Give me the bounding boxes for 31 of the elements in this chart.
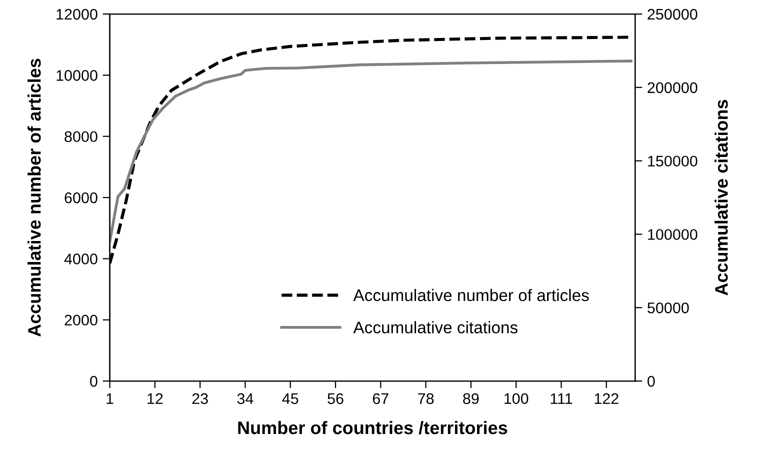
y2-tick-label: 250000 bbox=[648, 8, 698, 20]
x-tick-label: 100 bbox=[504, 393, 528, 404]
legend-label: Accumulative number of articles bbox=[353, 288, 589, 302]
y2-tick-label: 200000 bbox=[648, 82, 698, 94]
y-tick-label: 4000 bbox=[64, 254, 98, 264]
y2-axis-title: Accumulative citations bbox=[714, 100, 728, 296]
legend-label: Accumulative citations bbox=[353, 321, 518, 334]
x-tick-label: 12 bbox=[148, 393, 163, 404]
y2-tick-label: 150000 bbox=[648, 156, 698, 167]
y-tick-label: 10000 bbox=[56, 70, 98, 81]
y-tick-label: 0 bbox=[90, 376, 98, 387]
y-axis-title: Accumulative number of articles bbox=[28, 58, 41, 337]
x-tick-label: 34 bbox=[237, 393, 254, 404]
y-tick-label: 2000 bbox=[64, 314, 98, 326]
x-tick-label: 45 bbox=[282, 393, 298, 404]
x-tick-label: 56 bbox=[328, 393, 344, 404]
y2-tick-label: 0 bbox=[648, 376, 655, 387]
x-tick-label: 1 bbox=[106, 393, 114, 404]
y-tick-label: 6000 bbox=[64, 192, 98, 204]
x-tick-label: 89 bbox=[463, 393, 479, 404]
x-tick-label: 122 bbox=[594, 393, 618, 404]
line-series bbox=[110, 60, 632, 243]
x-tick-label: 23 bbox=[192, 393, 208, 404]
x-tick-label: 78 bbox=[418, 393, 434, 404]
x-tick-label: 67 bbox=[372, 393, 388, 404]
y2-tick-label: 100000 bbox=[648, 229, 698, 240]
y-tick-label: 12000 bbox=[56, 8, 98, 20]
y2-tick-label: 50000 bbox=[648, 302, 689, 314]
x-axis-title: Number of countries /territories bbox=[238, 420, 508, 434]
x-tick-label: 111 bbox=[550, 393, 572, 404]
y-tick-label: 8000 bbox=[64, 131, 98, 142]
